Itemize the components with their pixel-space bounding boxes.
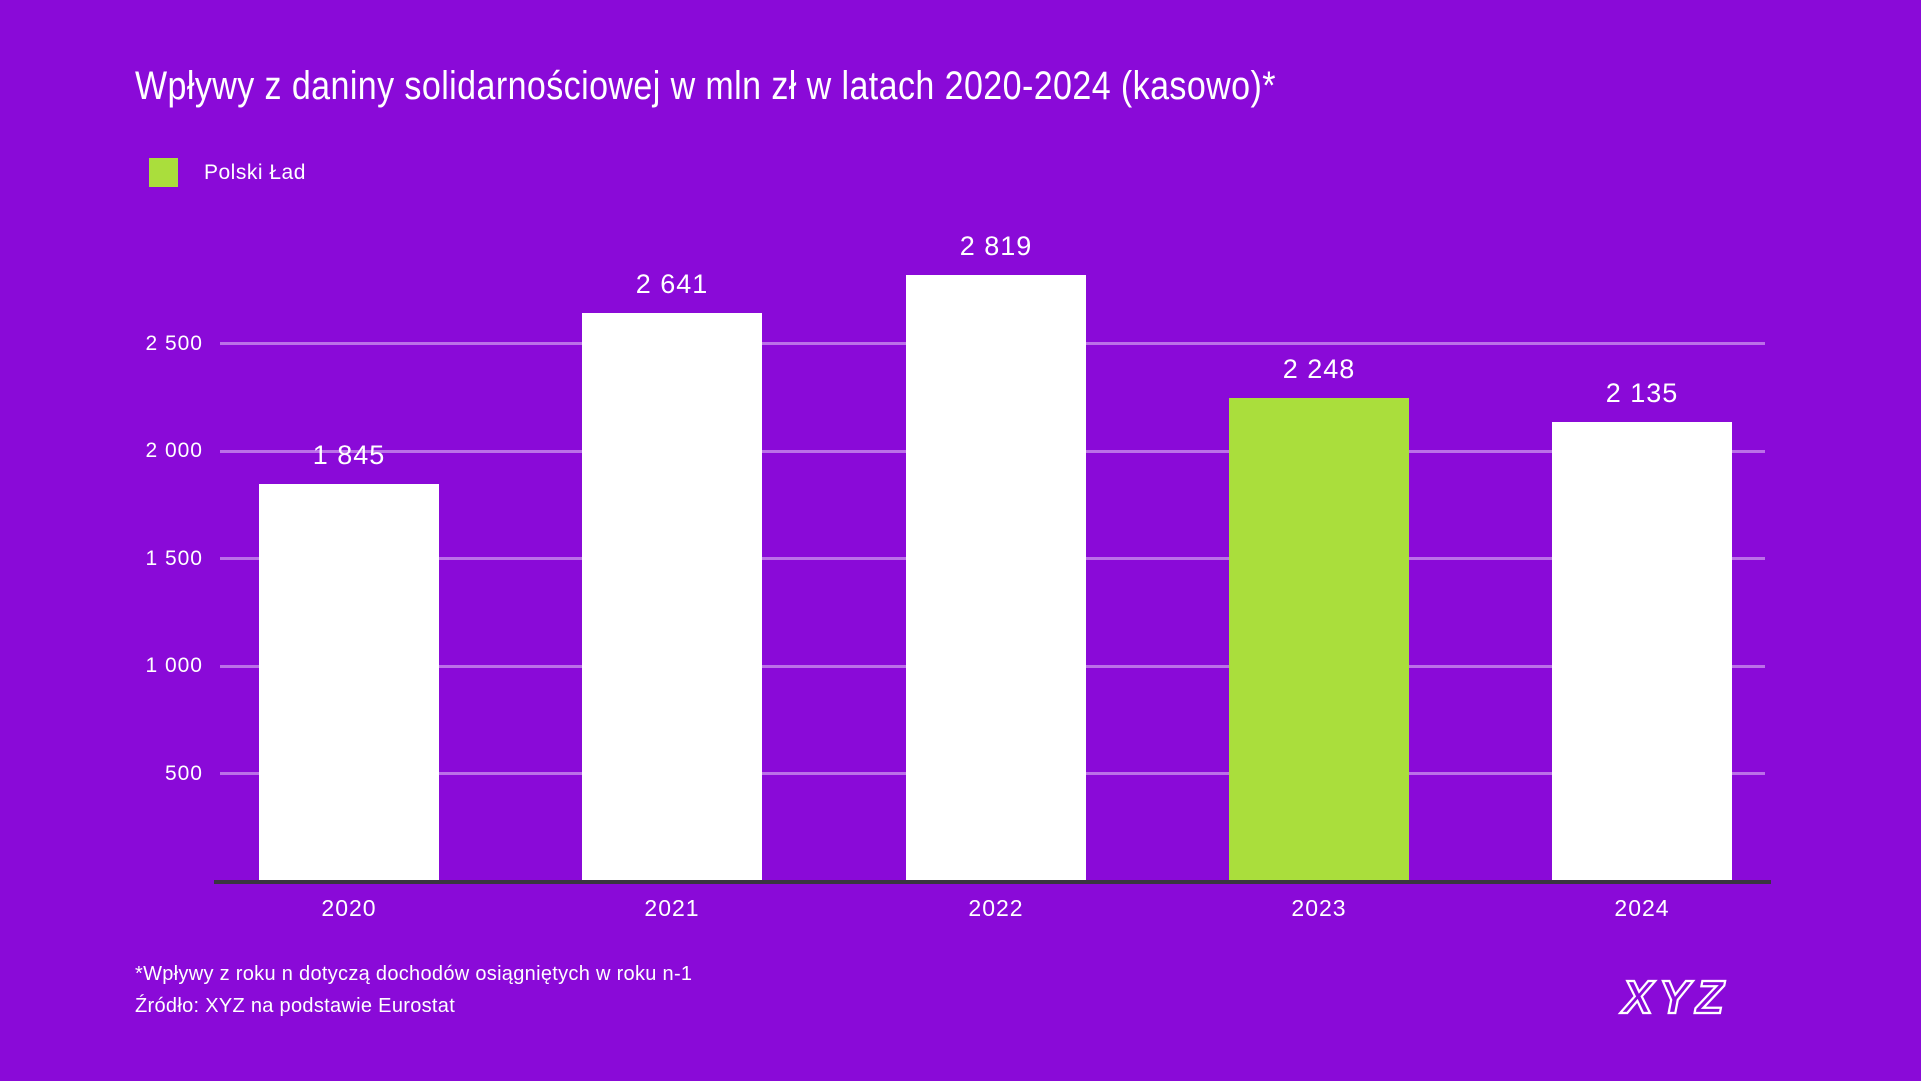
footnotes: *Wpływy z roku n dotyczą dochodów osiągn… [135, 958, 692, 1022]
bar-2024 [1552, 421, 1732, 881]
xyz-logo-icon: XYZ [1618, 970, 1729, 1024]
legend-label: Polski Ład [204, 160, 306, 184]
legend: Polski Ład [149, 158, 306, 187]
bar-slot-2022: 2 819 [906, 180, 1086, 881]
x-axis-label-2021: 2021 [644, 895, 700, 921]
bar-value-label-2022: 2 819 [959, 230, 1033, 261]
bar-value-label-2023: 2 248 [1282, 353, 1356, 384]
x-axis-label-2022: 2022 [968, 895, 1024, 921]
footnote-line: *Wpływy z roku n dotyczą dochodów osiągn… [135, 963, 693, 985]
bar-chart-plot-area: 1 845 2 641 2 819 2 248 2 135 [214, 180, 1771, 884]
bar-2021 [582, 313, 762, 881]
bar-slot-2024: 2 135 [1552, 180, 1732, 881]
xyz-logo: XYZ [1578, 970, 1774, 1024]
x-axis-line [214, 880, 1771, 884]
y-tick-label: 2 500 [145, 331, 203, 355]
bar-2023 [1229, 397, 1409, 881]
x-axis-label-2023: 2023 [1291, 895, 1347, 921]
source-line: Źródło: XYZ na podstawie Eurostat [135, 995, 456, 1017]
x-axis-label-2020: 2020 [321, 895, 377, 921]
bar-slot-2020: 1 845 [259, 180, 439, 881]
chart-title: Wpływy z daniny solidarnościowej w mln z… [135, 64, 1276, 108]
y-tick-label: 1 000 [145, 654, 203, 677]
bar-slot-2023: 2 248 [1229, 180, 1409, 881]
xyz-logo-text: XYZ [1619, 973, 1729, 1023]
y-tick-label: 2 000 [145, 439, 203, 462]
bar-value-label-2021: 2 641 [635, 269, 709, 300]
bar-2022 [906, 274, 1086, 881]
legend-swatch [149, 158, 178, 187]
bar-slot-2021: 2 641 [582, 180, 762, 881]
x-axis-label-2024: 2024 [1614, 895, 1670, 921]
bar-value-label-2020: 1 845 [312, 440, 386, 471]
bar-2020 [259, 484, 439, 881]
y-tick-label: 1 500 [145, 546, 203, 570]
bar-value-label-2024: 2 135 [1605, 377, 1679, 408]
y-tick-label: 500 [164, 761, 203, 785]
